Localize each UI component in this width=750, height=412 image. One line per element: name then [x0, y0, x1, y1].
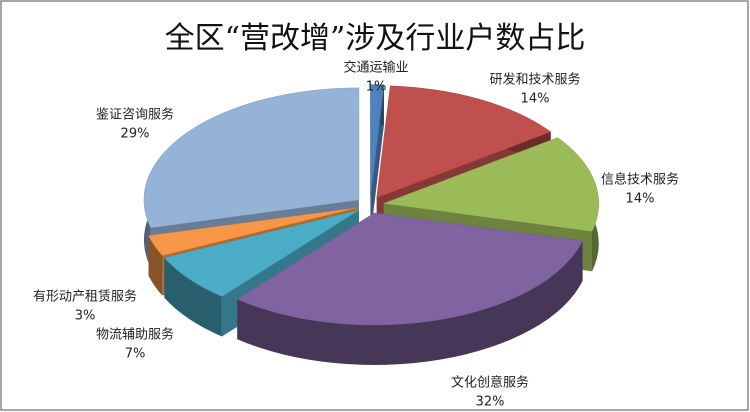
slice-wall [237, 240, 583, 365]
value-label: 32% [476, 395, 505, 410]
value-label: 14% [626, 192, 655, 207]
slice-top [148, 207, 357, 256]
slice-wall [148, 235, 163, 296]
slice-top [163, 209, 360, 297]
slice-top [236, 212, 583, 326]
slice-top [143, 87, 360, 228]
slice [236, 212, 583, 365]
slice-label: 研发和技术服务 [489, 72, 580, 88]
slice [383, 137, 599, 272]
slice-top [370, 84, 385, 197]
slice-label: 文化创意服务 [451, 375, 529, 391]
slice-label: 鉴证咨询服务 [96, 107, 174, 123]
slice-top [383, 137, 599, 232]
value-label: 29% [121, 127, 150, 142]
slice-top [376, 85, 552, 199]
slice-label: 信息技术服务 [601, 172, 679, 188]
value-label: 3% [75, 309, 96, 324]
slice-label: 有形动产租赁服务 [33, 289, 137, 305]
value-label: 7% [125, 347, 146, 362]
value-label: 1% [366, 80, 387, 95]
slice-label: 物流辅助服务 [96, 327, 174, 343]
slice-label: 交通运输业 [343, 60, 408, 76]
value-label: 14% [521, 92, 550, 107]
chart-title: 全区“营改增”涉及行业户数占比 [165, 21, 586, 56]
slice [370, 84, 385, 237]
slice-wall [164, 257, 222, 337]
